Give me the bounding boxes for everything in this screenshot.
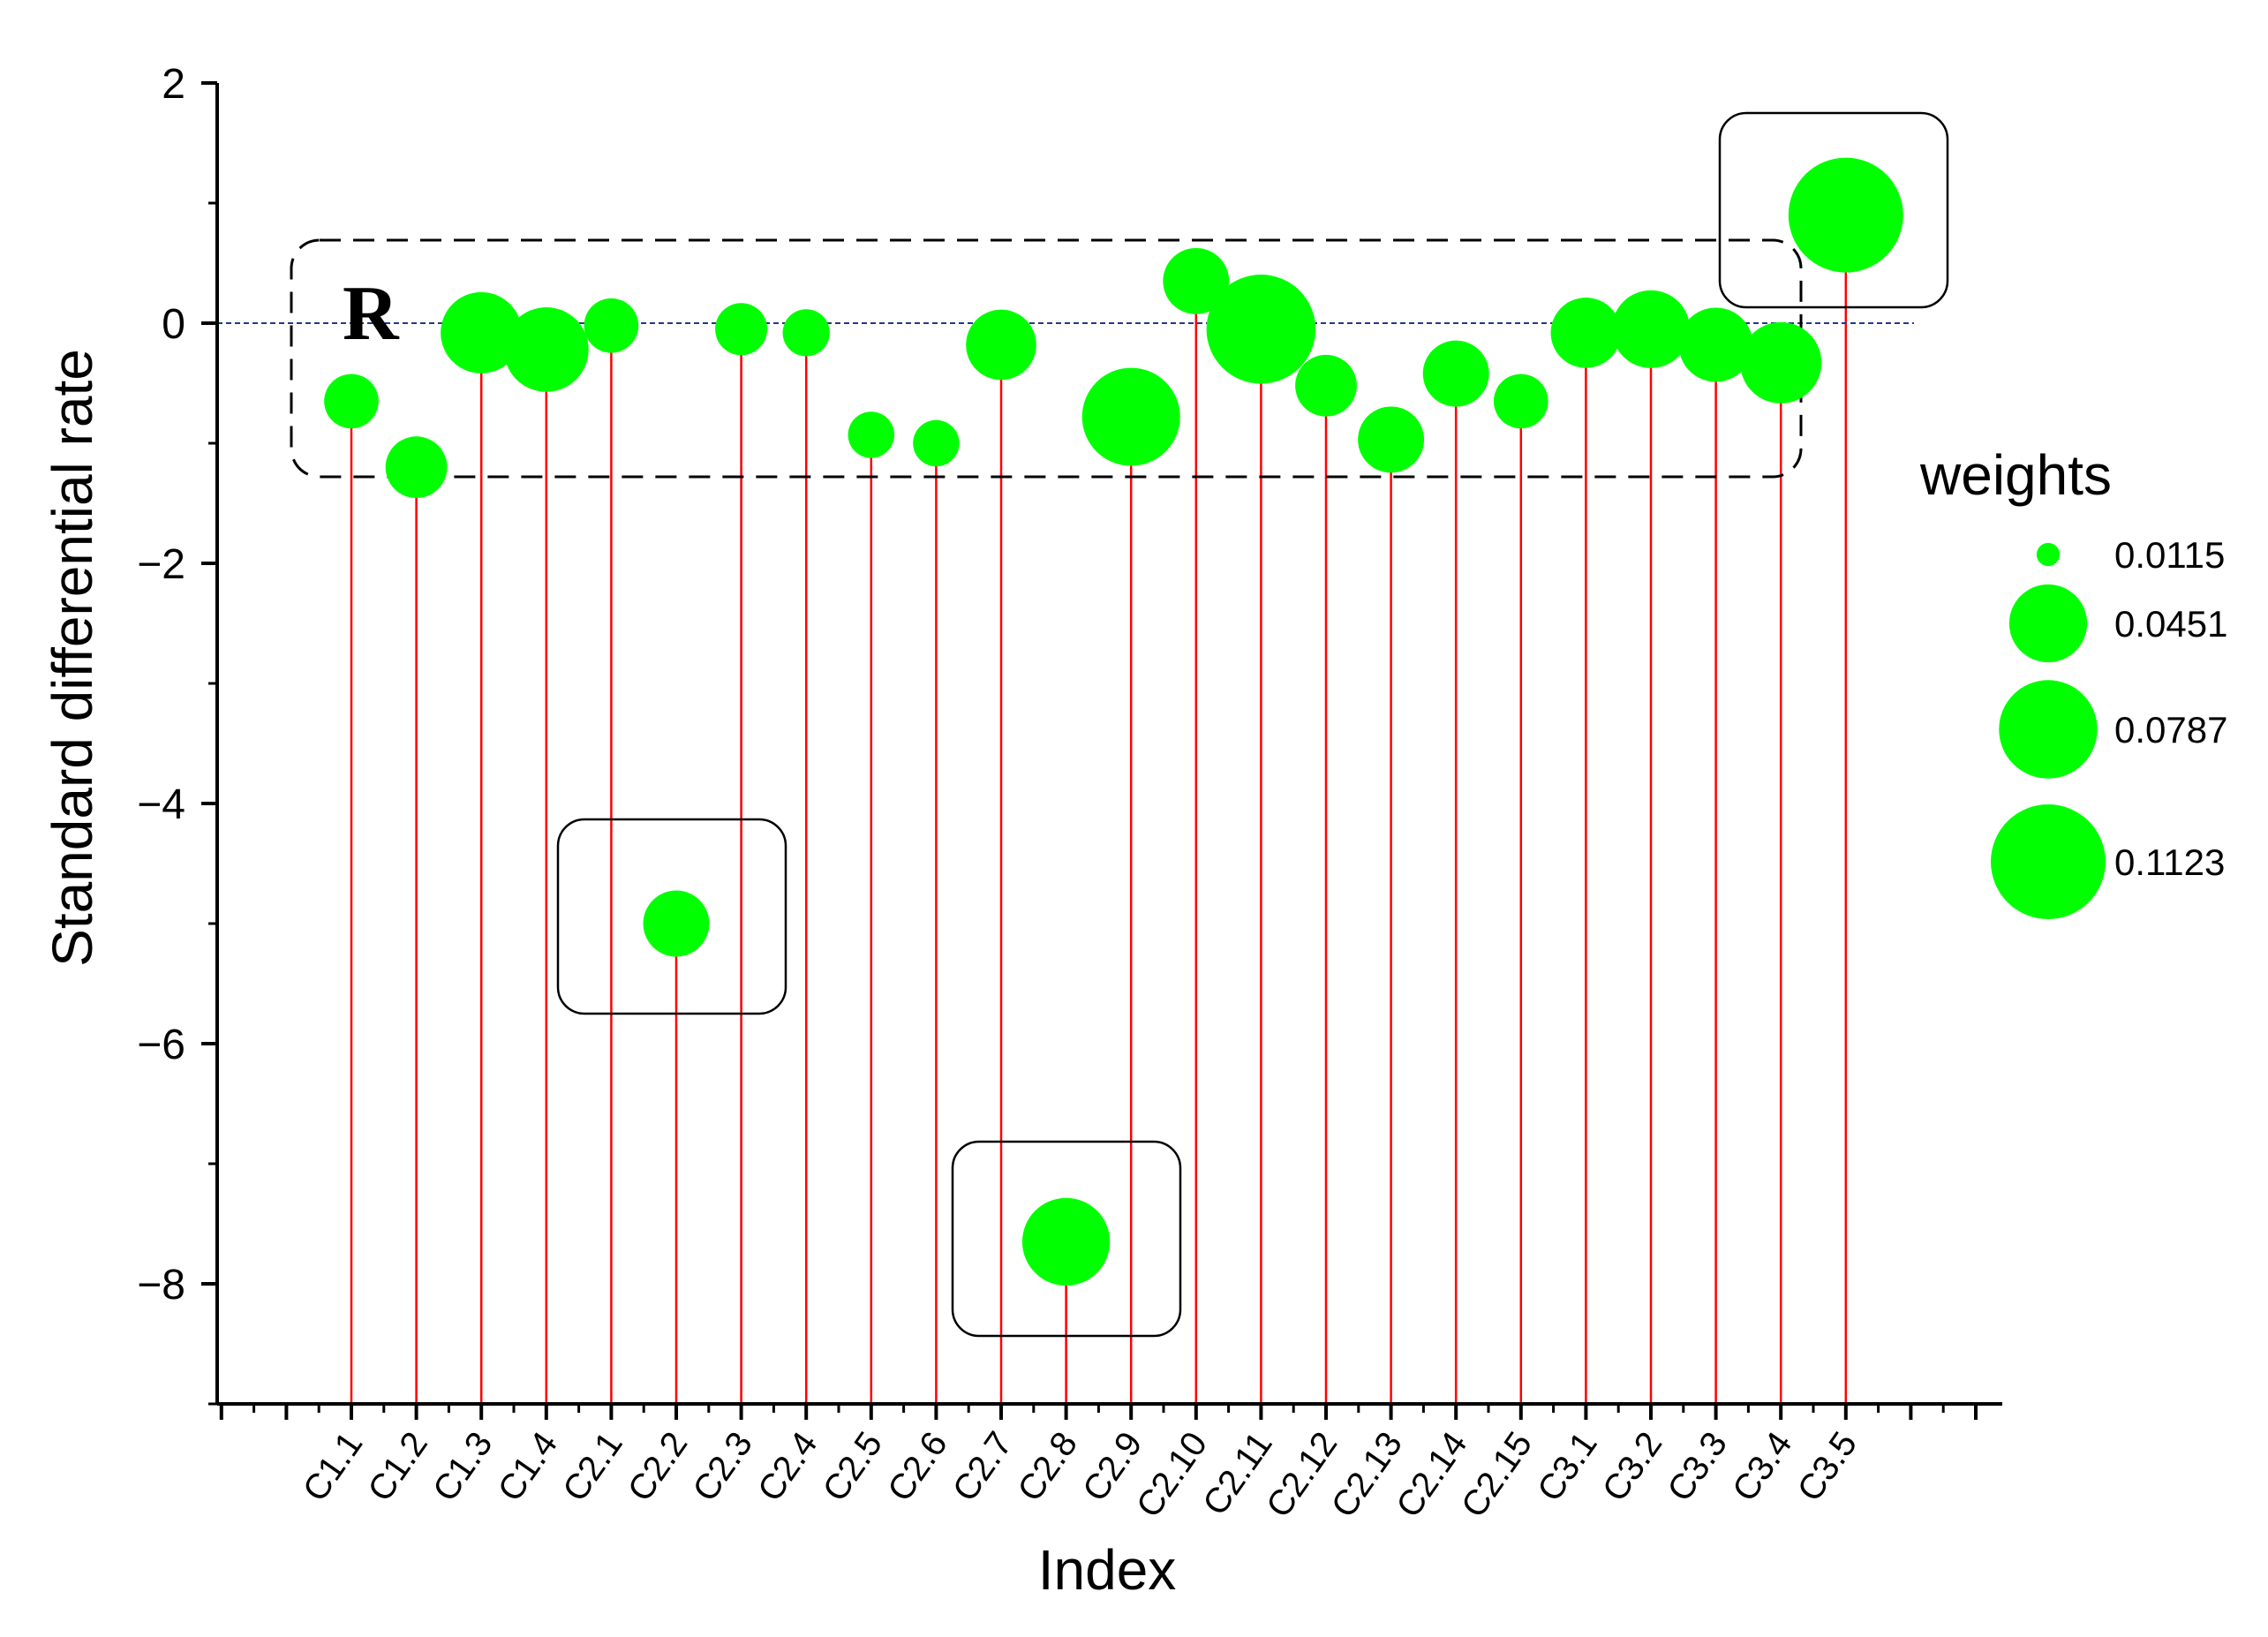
x-category-labels: C1.1C1.2C1.3C1.4C2.1C2.2C2.3C2.4C2.5C2.6… [296,1425,1865,1525]
x-category-label: C1.3 [426,1425,501,1508]
legend-bubble [1999,680,2098,779]
data-bubble [1163,247,1230,314]
data-bubble [1788,157,1903,273]
data-bubble [441,291,523,373]
y-tick-label: −8 [137,1262,185,1309]
data-bubble [1081,367,1180,466]
legend-title: weights [1919,443,2112,507]
data-bubble [848,411,895,458]
x-category-label: C3.4 [1725,1425,1800,1508]
y-axis-title: Standard differential rate [41,349,104,967]
y-tick-label: 2 [162,61,185,108]
y-tick-label: 0 [162,301,185,348]
x-category-label: C3.1 [1530,1425,1605,1508]
x-category-label: C2.10 [1129,1425,1215,1525]
x-category-label: C2.8 [1010,1425,1085,1508]
data-bubble [782,309,830,357]
x-category-label: C1.4 [491,1425,566,1508]
x-category-label: C2.13 [1324,1425,1410,1525]
y-tick-label: −2 [137,541,185,588]
data-bubble [324,373,379,429]
legend-label: 0.1123 [2114,841,2225,883]
data-bubble [1422,340,1489,407]
highlight-boxes [290,111,1949,1338]
legend-label: 0.0787 [2114,709,2227,751]
data-bubble [1021,1197,1111,1286]
data-bubble [1295,354,1357,417]
legend-label: 0.0115 [2114,534,2225,576]
data-bubble [1740,321,1822,404]
x-category-label: C2.1 [555,1425,630,1508]
x-category-label: C2.14 [1389,1425,1474,1525]
axes: 2 0 −2 −4 −6 −8 [137,61,2002,1420]
bubbles-layer [324,157,1903,1286]
x-axis-title: Index [1038,1538,1177,1602]
x-category-label: C2.4 [750,1425,825,1508]
data-bubble [1611,290,1691,368]
legend-label: 0.0451 [2114,603,2227,645]
y-tick-label: −4 [137,781,185,828]
legend-bubble [2008,584,2088,663]
x-category-label: C2.5 [816,1425,891,1508]
x-category-label: C2.7 [946,1425,1021,1508]
data-bubble [913,419,960,467]
x-category-label: C2.3 [685,1425,760,1508]
x-category-label: C3.2 [1595,1425,1670,1508]
data-bubble [1678,307,1753,382]
outlier-box-c3-5 [1718,111,1949,309]
data-bubble [1206,275,1316,384]
x-category-label: C1.2 [360,1425,435,1508]
data-bubble [385,436,448,499]
data-bubble [1493,373,1548,429]
region-r-label: R [343,271,400,357]
data-bubble [1550,298,1622,368]
x-category-label: C2.6 [880,1425,955,1508]
outlier-box-c2-8 [951,1140,1182,1338]
data-bubble [966,309,1036,381]
data-bubble [643,890,710,957]
data-bubble [715,303,768,356]
x-category-label: C2.2 [621,1425,696,1508]
legend-bubble [2036,542,2061,567]
x-category-label: C2.12 [1259,1425,1345,1525]
outlier-box-c2-2 [556,818,787,1015]
stems-layer [350,215,1848,1404]
x-category-label: C3.5 [1790,1425,1865,1508]
legend: weights 0.0115 0.0451 0.0787 0.1123 [1919,443,2227,919]
y-tick-label: −6 [137,1022,185,1068]
x-category-label: C3.3 [1660,1425,1735,1508]
legend-bubble [1991,804,2106,919]
x-category-label: C1.1 [296,1425,371,1508]
data-bubble [584,298,639,353]
x-category-label: C2.15 [1454,1425,1540,1525]
data-bubble [503,307,589,392]
data-bubble [1358,406,1425,473]
